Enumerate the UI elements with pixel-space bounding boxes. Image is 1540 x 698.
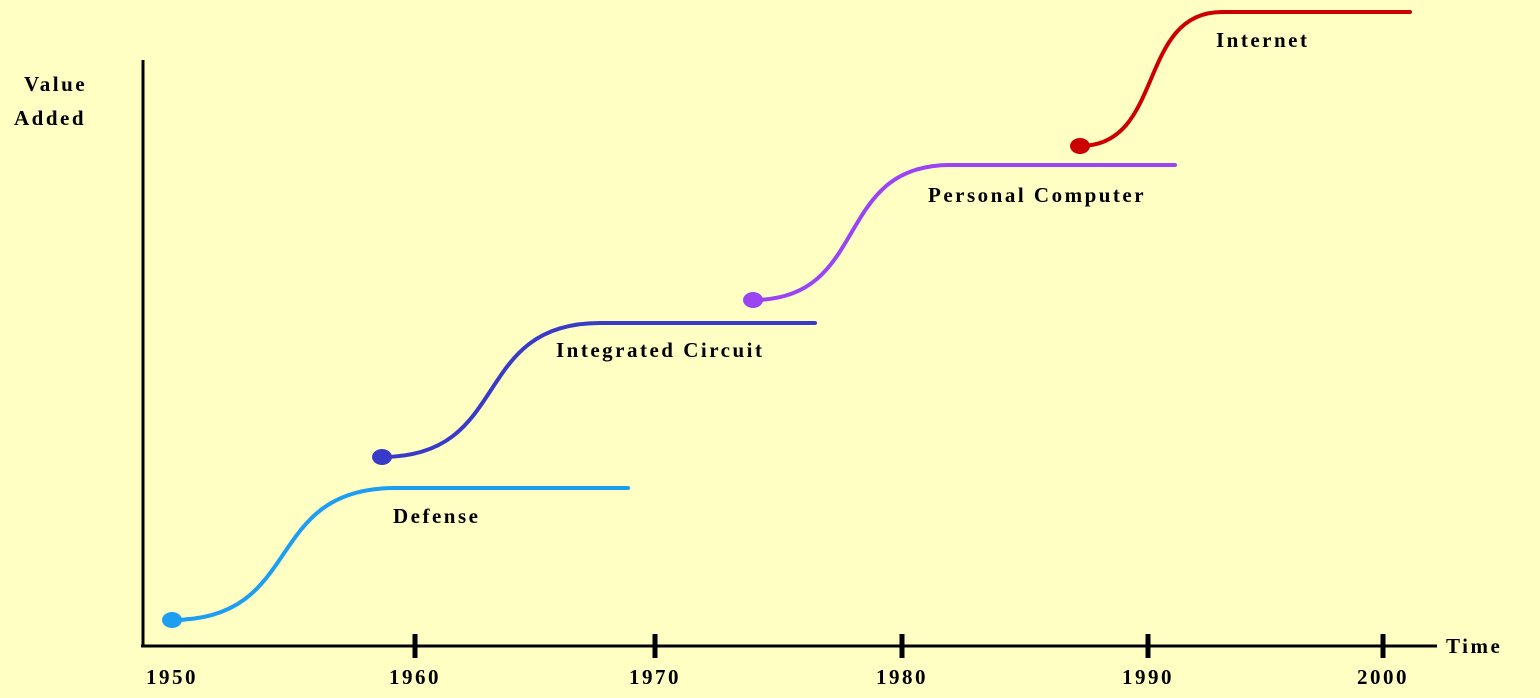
- curve-label: Internet: [1216, 28, 1309, 52]
- x-tick-label: 1980: [876, 665, 928, 689]
- curve: [751, 163, 1177, 302]
- start-dot: [162, 612, 182, 628]
- x-tick-label: 1960: [389, 665, 441, 689]
- curve-label: Integrated Circuit: [556, 338, 765, 362]
- curve-label: Defense: [393, 504, 480, 528]
- x-tick-label: 2000: [1357, 665, 1409, 689]
- curve-label: Personal Computer: [928, 183, 1146, 207]
- x-axis-label: Time: [1446, 634, 1502, 658]
- x-tick-label: 1970: [629, 665, 681, 689]
- start-dot: [743, 292, 763, 308]
- y-axis-label: Value: [24, 72, 87, 96]
- x-tick-label: 1990: [1122, 665, 1174, 689]
- y-axis-label: Added: [14, 106, 86, 130]
- x-tick-label: 1950: [146, 665, 198, 689]
- x-ticks: 1950 1960 1970 1980 1990 2000: [146, 634, 1409, 689]
- curve: [1078, 10, 1412, 148]
- curve: [380, 321, 817, 459]
- curve: [170, 486, 630, 622]
- curves: Defense Integrated Circuit Personal Comput…: [162, 10, 1412, 628]
- start-dot: [372, 449, 392, 465]
- start-dot: [1070, 138, 1090, 154]
